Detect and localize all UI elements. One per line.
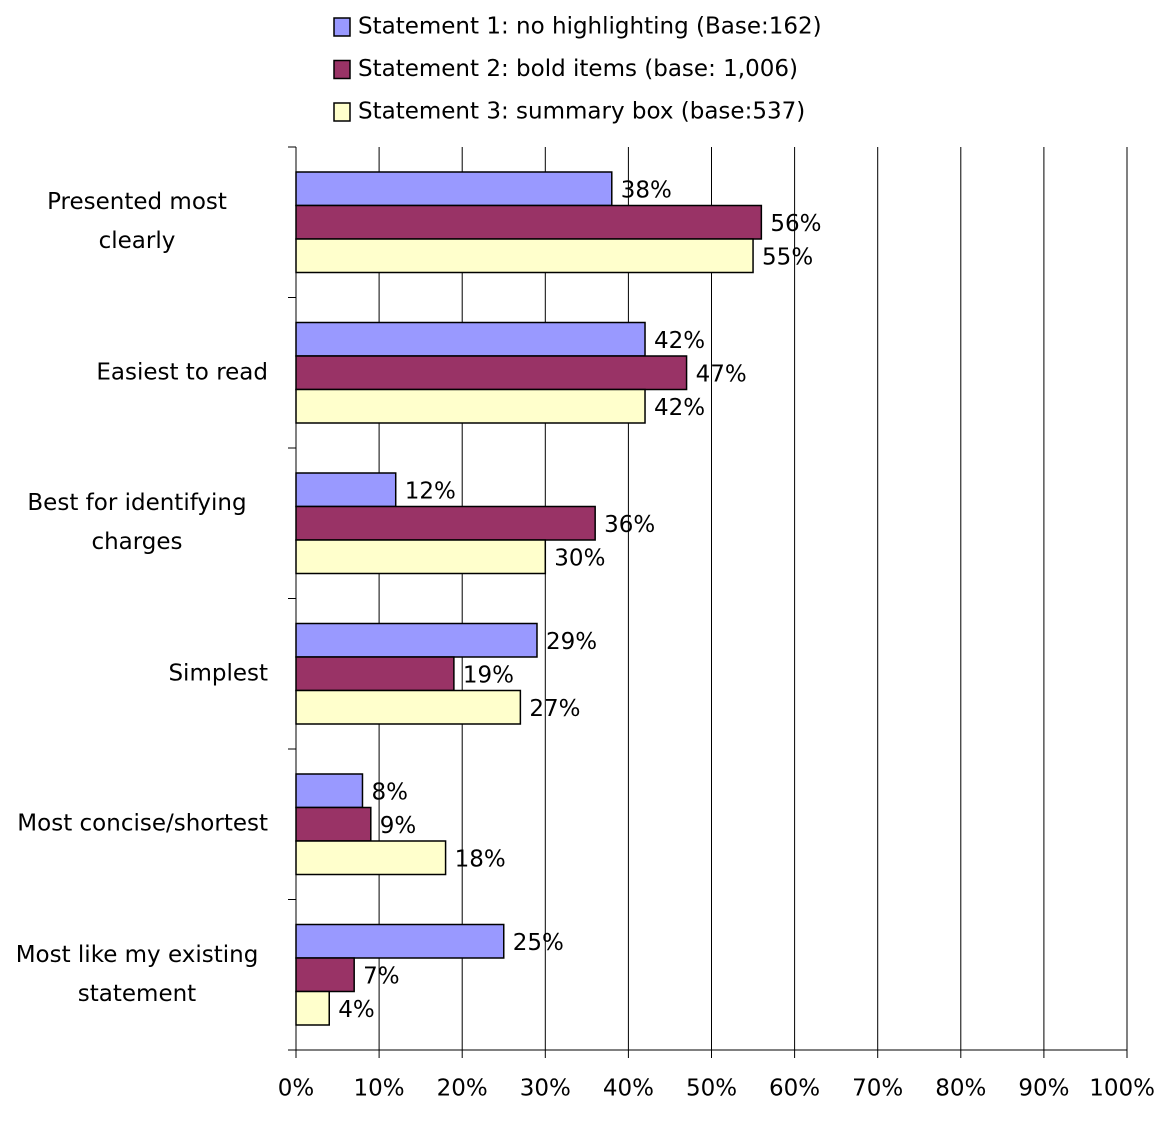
legend-swatch bbox=[333, 59, 351, 80]
legend-label: Statement 3: summary box (base:537) bbox=[358, 99, 805, 125]
x-tick-label: 0% bbox=[278, 1076, 315, 1102]
bar bbox=[295, 505, 596, 541]
bar bbox=[295, 923, 505, 959]
bar bbox=[295, 990, 330, 1026]
bar bbox=[295, 238, 754, 274]
legend-swatch bbox=[333, 17, 351, 37]
y-tick-label: Most like my existing statement bbox=[15, 941, 259, 1007]
value-label: 56% bbox=[770, 211, 821, 237]
y-tick-label: Simplest bbox=[168, 660, 268, 687]
x-tick-label: 10% bbox=[354, 1076, 405, 1102]
bar bbox=[295, 656, 455, 692]
x-tick-label: 60% bbox=[769, 1076, 820, 1102]
value-label: 12% bbox=[405, 478, 456, 504]
bar bbox=[295, 622, 538, 658]
y-tick-label: Most concise/shortest bbox=[17, 810, 268, 837]
x-tick-label: 20% bbox=[437, 1076, 488, 1102]
bar bbox=[295, 321, 646, 357]
legend-swatch bbox=[333, 102, 351, 122]
x-tick-label: 40% bbox=[603, 1076, 654, 1102]
bar bbox=[295, 840, 447, 876]
value-label: 7% bbox=[363, 963, 400, 989]
bar bbox=[295, 472, 397, 508]
y-tick-label: Easiest to read bbox=[96, 359, 268, 386]
value-label: 4% bbox=[338, 997, 375, 1023]
value-label: 55% bbox=[762, 244, 813, 270]
legend-label: Statement 1: no highlighting (Base:162) bbox=[358, 14, 822, 40]
value-label: 27% bbox=[529, 696, 580, 722]
x-tick-label: 30% bbox=[520, 1076, 571, 1102]
bar bbox=[295, 689, 522, 725]
value-label: 47% bbox=[696, 361, 747, 387]
value-label: 19% bbox=[463, 662, 514, 688]
value-label: 18% bbox=[455, 846, 506, 872]
bar bbox=[295, 806, 372, 842]
x-tick-label: 70% bbox=[852, 1076, 903, 1102]
value-label: 42% bbox=[654, 395, 705, 421]
bar bbox=[295, 171, 613, 207]
bar bbox=[295, 957, 355, 993]
x-tick-label: 90% bbox=[1018, 1076, 1069, 1102]
bar bbox=[295, 388, 646, 424]
x-tick-label: 80% bbox=[935, 1076, 986, 1102]
bar bbox=[295, 539, 547, 575]
value-label: 25% bbox=[513, 930, 564, 956]
legend-label: Statement 2: bold items (base: 1,006) bbox=[358, 56, 798, 82]
value-label: 36% bbox=[604, 512, 655, 538]
value-label: 30% bbox=[554, 545, 605, 571]
bar bbox=[295, 204, 763, 240]
x-tick-label: 100% bbox=[1089, 1076, 1155, 1102]
x-tick-label: 50% bbox=[686, 1076, 737, 1102]
bar bbox=[295, 355, 688, 391]
value-label: 29% bbox=[546, 629, 597, 655]
value-label: 8% bbox=[371, 779, 408, 805]
value-label: 42% bbox=[654, 328, 705, 354]
bar bbox=[295, 773, 364, 809]
value-label: 38% bbox=[621, 177, 672, 203]
y-tick-label: Presented most clearly bbox=[47, 189, 227, 255]
y-tick-label: Best for identifying charges bbox=[27, 490, 247, 556]
value-label: 9% bbox=[380, 813, 417, 839]
